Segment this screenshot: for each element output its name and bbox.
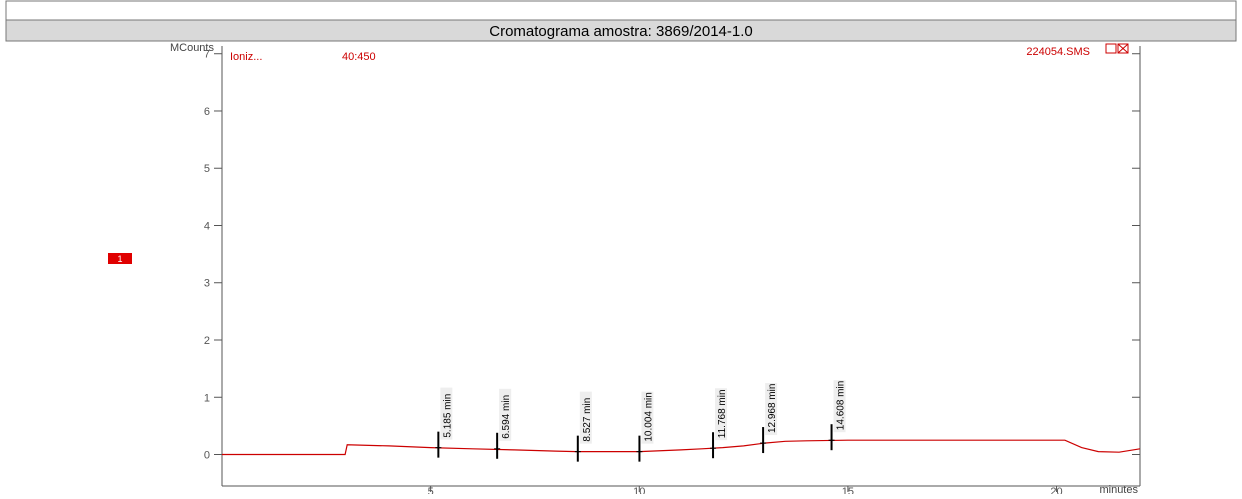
y-tick-label: 5	[204, 163, 210, 175]
close-icon-line	[1117, 43, 1129, 54]
y-axis-label: MCounts	[170, 42, 215, 54]
ion-label: Ioniz...	[230, 51, 262, 63]
peak-label: 10.004 min	[643, 392, 654, 441]
peak-label: 5.185 min	[442, 394, 453, 438]
x-tick-label: 10	[633, 486, 645, 494]
chart-title: Cromatograma amostra: 3869/2014-1.0	[489, 23, 752, 40]
y-tick-label: 7	[204, 49, 210, 61]
trace-marker: 1	[117, 254, 122, 264]
peak-label-bg	[579, 391, 592, 444]
peak-label-bg	[499, 388, 512, 441]
y-tick-label: 2	[204, 335, 210, 347]
peak-label-bg	[440, 387, 453, 440]
restore-icon[interactable]	[1105, 43, 1117, 54]
trace	[222, 439, 1141, 456]
mass-range: 40:450	[342, 51, 376, 63]
peak-label-bg	[765, 383, 778, 436]
peak-label: 8.527 min	[582, 398, 593, 442]
x-tick-label: 15	[842, 486, 854, 494]
peak-label-bg	[715, 388, 728, 441]
y-tick-label: 0	[204, 450, 210, 462]
close-icon[interactable]	[1117, 43, 1129, 54]
peak-label-bg	[833, 380, 846, 433]
x-axis-label: minutes	[1099, 484, 1138, 494]
peak-label-bg	[641, 391, 654, 444]
file-name: 224054.SMS	[1026, 46, 1090, 58]
x-tick-label: 5	[428, 486, 434, 494]
peak-label: 11.768 min	[717, 389, 728, 438]
peak-label: 14.608 min	[836, 381, 847, 430]
trace-marker-box	[108, 253, 132, 264]
y-tick-label: 4	[204, 220, 210, 232]
top-strip	[5, 0, 1237, 21]
y-tick-label: 6	[204, 106, 210, 118]
y-tick-label: 1	[204, 392, 210, 404]
peak-label: 6.594 min	[501, 395, 512, 439]
peak-label: 12.968 min	[767, 384, 778, 433]
title-bar	[5, 19, 1237, 42]
y-tick-label: 3	[204, 278, 210, 290]
x-tick-label: 20	[1050, 486, 1062, 494]
